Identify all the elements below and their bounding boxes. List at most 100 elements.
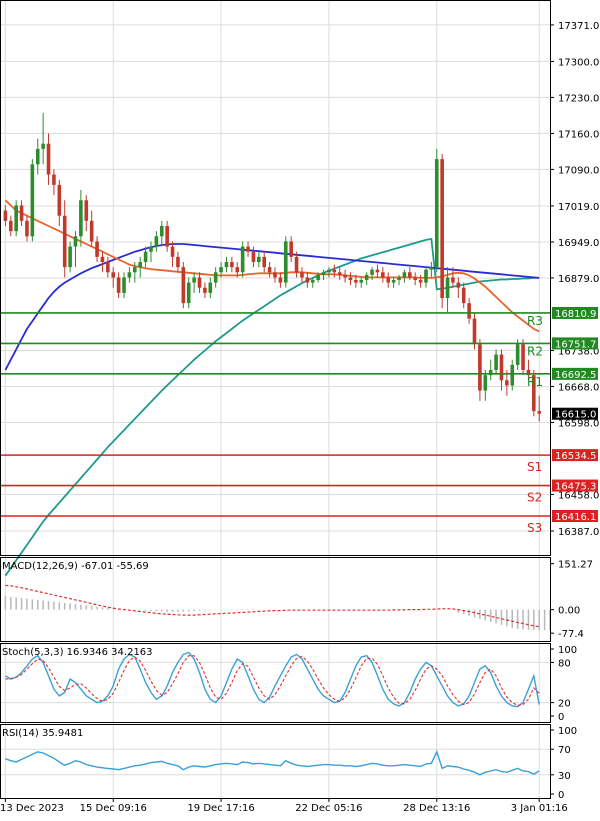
candle-body bbox=[246, 246, 250, 252]
candle-body bbox=[510, 364, 515, 386]
candle-body bbox=[89, 220, 94, 242]
candle-body bbox=[348, 277, 353, 280]
x-axis: 13 Dec 2023 15 Dec 09:16 19 Dec 17:16 22 De… bbox=[0, 798, 568, 814]
candle-body bbox=[219, 267, 223, 273]
candle-body bbox=[375, 269, 380, 273]
rsi-line bbox=[5, 749, 540, 776]
candle-body bbox=[176, 256, 180, 268]
candle-body bbox=[181, 267, 186, 304]
level-price-tag bbox=[552, 510, 598, 523]
candle-body bbox=[327, 269, 331, 273]
candle-body bbox=[300, 272, 304, 278]
price-tick-label: 16738.0 bbox=[558, 346, 599, 357]
stoch-tick-label: 20 bbox=[558, 699, 571, 710]
candle-body bbox=[262, 256, 267, 268]
candle-body bbox=[429, 267, 434, 270]
level-name-r2: R2 bbox=[527, 344, 543, 358]
rsi-tick-label: 30 bbox=[558, 771, 571, 782]
stoch-tick-label: 100 bbox=[558, 645, 577, 656]
candle-body bbox=[316, 274, 320, 280]
candle-body bbox=[526, 370, 531, 376]
rsi-tick-label: 100 bbox=[558, 726, 577, 737]
candle-body bbox=[483, 375, 488, 391]
candle-body bbox=[3, 210, 8, 221]
price-tick-label: 17019.0 bbox=[558, 202, 599, 213]
level-name-r3: R3 bbox=[527, 314, 543, 328]
candle-body bbox=[456, 282, 461, 288]
candle-body bbox=[445, 277, 450, 298]
candle-body bbox=[122, 277, 126, 293]
price-tick-label: 16458.0 bbox=[558, 490, 599, 501]
x-tick-label: 3 Jan 01:16 bbox=[511, 803, 568, 814]
candle-body bbox=[197, 277, 202, 288]
level-price-tag bbox=[552, 367, 598, 380]
stoch-k-line bbox=[5, 651, 540, 708]
candle-body bbox=[235, 267, 240, 273]
sma-slow-line bbox=[4, 237, 540, 577]
candle-body bbox=[159, 226, 164, 237]
candle-body bbox=[208, 282, 213, 293]
candle-body bbox=[478, 344, 482, 391]
candle-body bbox=[408, 272, 412, 278]
candle-body bbox=[106, 262, 110, 273]
candle-body bbox=[213, 272, 218, 283]
macd-tick-label: 0.00 bbox=[558, 606, 580, 617]
macd-tick-label: 151.27 bbox=[558, 560, 593, 571]
candle-body bbox=[224, 262, 229, 268]
candle-body bbox=[143, 251, 148, 262]
candle-body bbox=[283, 241, 288, 283]
x-tick-label: 28 Dec 13:16 bbox=[403, 803, 470, 814]
x-tick-label: 19 Dec 17:16 bbox=[187, 803, 254, 814]
grid bbox=[0, 0, 550, 798]
price-panel: 17371.0 17300.0 17230.0 17160.0 17090.0 17019… bbox=[0, 21, 599, 577]
candle-body bbox=[192, 277, 196, 283]
candle-body bbox=[30, 164, 35, 237]
price-tick-label: 16668.0 bbox=[558, 382, 599, 393]
candle-body bbox=[391, 280, 396, 283]
price-tick-label: 17371.0 bbox=[558, 21, 599, 32]
candle-body bbox=[386, 277, 391, 283]
candle-body bbox=[95, 241, 99, 257]
candle-body bbox=[332, 269, 337, 273]
level-name-s1: S1 bbox=[527, 460, 542, 474]
price-tick-label: 17160.0 bbox=[558, 129, 599, 140]
candle-body bbox=[186, 282, 191, 304]
level-name-s2: S2 bbox=[527, 491, 542, 505]
candle-body bbox=[289, 241, 293, 257]
candle-body bbox=[467, 303, 471, 319]
stoch-d-line bbox=[5, 655, 540, 706]
candle-body bbox=[381, 272, 385, 278]
candle-body bbox=[343, 274, 347, 278]
candle-body bbox=[133, 267, 137, 273]
macd-tick-label: -77.4 bbox=[558, 629, 584, 640]
candle-body bbox=[19, 205, 24, 221]
candle-body bbox=[532, 375, 536, 412]
candle-body bbox=[14, 205, 18, 232]
candle-body bbox=[499, 354, 504, 381]
candle-body bbox=[257, 256, 261, 262]
candle-body bbox=[8, 220, 13, 232]
candle-body bbox=[57, 184, 62, 216]
candle-body bbox=[35, 148, 40, 165]
x-tick-label: 15 Dec 09:16 bbox=[80, 803, 147, 814]
candle-body bbox=[154, 236, 159, 247]
candle-body bbox=[354, 280, 358, 283]
candle-body bbox=[170, 246, 175, 257]
sma-mid-line bbox=[4, 243, 540, 371]
level-name-r1: R1 bbox=[527, 375, 543, 389]
candle-body bbox=[515, 344, 520, 365]
candle-body bbox=[505, 380, 509, 386]
level-price-tag bbox=[552, 449, 598, 462]
price-tick-label: 17230.0 bbox=[558, 93, 599, 104]
candle-body bbox=[240, 246, 245, 273]
candle-body bbox=[100, 256, 105, 262]
x-tick-label: 13 Dec 2023 bbox=[0, 803, 64, 814]
candle-body bbox=[521, 344, 525, 370]
level-price-value: 16475.3 bbox=[555, 482, 596, 493]
candle-body bbox=[68, 246, 72, 268]
candle-body bbox=[149, 246, 153, 252]
level-name-s3: S3 bbox=[527, 521, 542, 535]
candle-body bbox=[111, 272, 116, 278]
